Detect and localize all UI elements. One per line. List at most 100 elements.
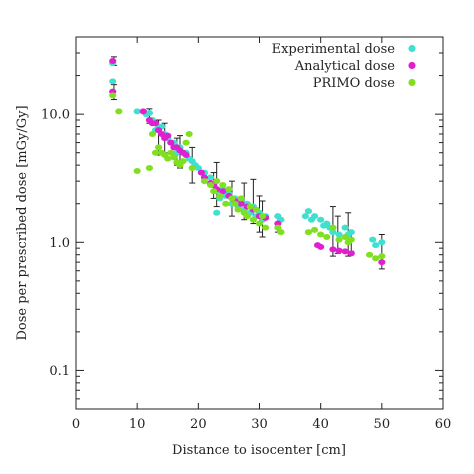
data-point-series-1 (341, 248, 349, 255)
data-point-series-2 (164, 155, 172, 162)
data-point-series-2 (206, 181, 215, 188)
data-point-series-2 (222, 200, 230, 207)
data-point-series-2 (133, 168, 141, 175)
y-tick-label: 0.1 (49, 364, 70, 379)
data-point-series-2 (249, 216, 257, 223)
data-point-series-2 (252, 206, 261, 213)
data-point-series-2 (225, 186, 233, 193)
data-point-series-0 (378, 239, 386, 246)
x-tick-label: 60 (435, 417, 452, 432)
data-point-series-2 (277, 229, 285, 236)
legend-label-experimental: Experimental dose (272, 42, 396, 57)
x-axis-ticks: 0 10 20 30 40 50 60 (72, 37, 451, 432)
data-point-series-0 (194, 164, 202, 171)
data-point-series-2 (228, 195, 236, 202)
data-point-series-2 (182, 139, 190, 146)
data-point-series-2 (115, 108, 123, 115)
data-point-series-2 (310, 226, 319, 233)
data-point-series-1 (167, 139, 175, 146)
data-point-series-1 (237, 200, 245, 207)
y-tick-label: 10.0 (41, 108, 70, 123)
data-point-series-2 (341, 233, 349, 240)
data-point-series-2 (145, 164, 153, 171)
data-point-series-1 (182, 151, 190, 158)
data-point-series-2 (231, 200, 239, 207)
data-point-series-2 (213, 178, 221, 185)
data-point-series-1 (335, 247, 343, 254)
data-point-series-2 (372, 255, 380, 262)
data-point-series-2 (210, 188, 218, 195)
data-point-series-1 (139, 108, 147, 115)
data-point-series-2 (179, 158, 187, 165)
data-point-series-2 (188, 164, 196, 171)
x-tick-label: 40 (312, 417, 329, 432)
data-point-series-0 (335, 231, 343, 238)
data-point-series-0 (369, 236, 377, 243)
legend: Experimental dose Analytical dose PRIMO … (272, 42, 416, 91)
data-point-series-1 (197, 169, 205, 176)
x-tick-label: 10 (129, 417, 146, 432)
data-point-series-2 (243, 213, 251, 220)
data-point-series-0 (213, 209, 221, 216)
data-point-series-2 (347, 236, 355, 243)
data-point-series-0 (304, 208, 313, 215)
data-point-series-2 (258, 213, 267, 220)
data-point-series-0 (317, 216, 325, 223)
data-point-series-2 (255, 220, 264, 227)
data-point-series-2 (246, 203, 254, 210)
data-point-series-1 (274, 220, 282, 227)
data-point-series-0 (347, 229, 355, 236)
data-point-series-2 (185, 130, 193, 137)
data-point-series-1 (317, 243, 325, 250)
legend-marker-primo (408, 78, 416, 87)
data-point-series-0 (145, 110, 153, 117)
data-point-series-2 (234, 206, 242, 213)
y-axis-ticks: 0.1 1.0 10.0 (41, 52, 443, 400)
data-point-series-0 (341, 224, 349, 231)
data-points (109, 57, 386, 266)
data-point-series-2 (170, 154, 178, 161)
data-point-series-2 (304, 229, 313, 236)
x-tick-label: 50 (374, 417, 391, 432)
data-point-series-2 (335, 236, 343, 243)
data-point-series-2 (167, 149, 175, 156)
x-tick-label: 0 (72, 417, 80, 432)
data-point-series-1 (151, 120, 160, 127)
data-point-series-1 (219, 188, 227, 195)
legend-marker-analytical (408, 61, 416, 70)
data-point-series-0 (329, 229, 337, 236)
data-point-series-2 (109, 92, 117, 99)
data-point-series-0 (206, 174, 215, 181)
data-point-series-1 (347, 250, 355, 257)
data-point-series-2 (329, 224, 337, 231)
data-point-series-2 (323, 233, 331, 240)
data-point-series-0 (310, 213, 319, 220)
data-point-series-0 (133, 108, 141, 115)
x-axis-label: Distance to isocenter [cm] (172, 443, 346, 458)
data-point-series-2 (200, 178, 209, 185)
data-point-series-0 (109, 78, 117, 85)
legend-label-primo: PRIMO dose (313, 76, 396, 91)
data-point-series-1 (164, 132, 172, 139)
data-point-series-2 (317, 231, 325, 238)
data-point-series-2 (237, 195, 245, 202)
data-point-series-1 (109, 57, 117, 64)
data-point-series-2 (216, 192, 224, 199)
data-point-series-2 (148, 130, 157, 137)
legend-label-analytical: Analytical dose (294, 59, 396, 74)
data-point-series-0 (372, 242, 380, 249)
y-axis-label: Dose per prescribed dose [mGy/Gy] (15, 105, 30, 340)
legend-marker-experimental (408, 44, 416, 53)
data-point-series-2 (219, 181, 227, 188)
data-point-series-1 (329, 246, 337, 253)
data-point-series-2 (154, 144, 163, 151)
data-point-series-1 (378, 259, 386, 266)
x-tick-label: 30 (251, 417, 268, 432)
y-tick-label: 1.0 (49, 236, 70, 251)
data-point-series-2 (378, 253, 386, 260)
data-point-series-2 (366, 251, 374, 258)
data-point-series-2 (262, 224, 270, 231)
data-point-series-2 (151, 149, 160, 156)
data-point-series-2 (274, 224, 282, 231)
